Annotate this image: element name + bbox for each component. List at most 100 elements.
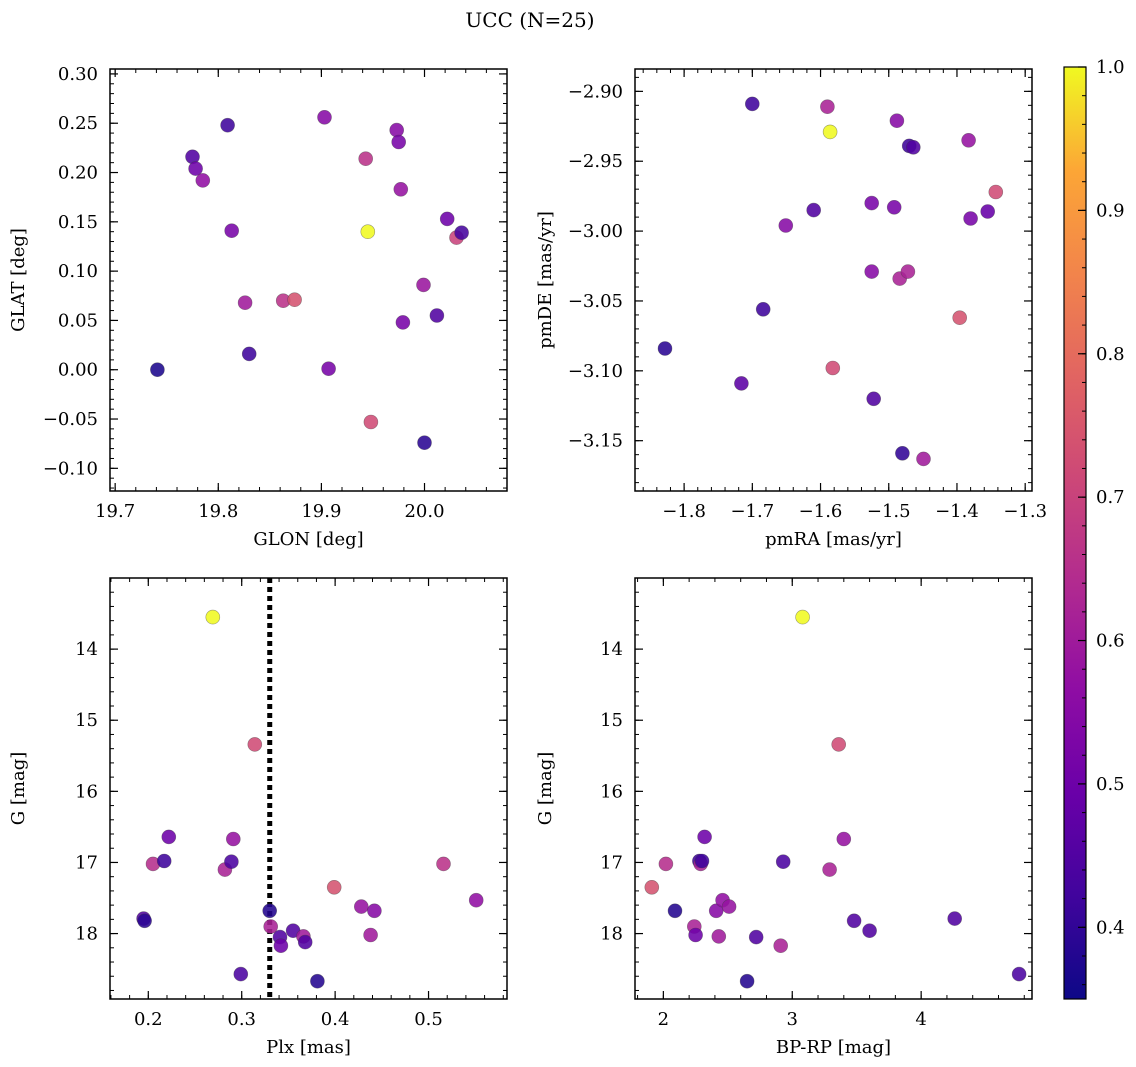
data-point <box>963 211 978 226</box>
data-point <box>287 292 302 308</box>
data-point <box>952 310 968 326</box>
data-point <box>224 223 239 238</box>
y-tick-label: 16 <box>600 781 623 802</box>
y-tick-label: 0.30 <box>58 64 98 85</box>
data-point <box>739 973 755 989</box>
x-tick-label: −1.4 <box>935 501 979 522</box>
data-point <box>820 99 835 114</box>
data-point <box>137 913 152 929</box>
y-tick-label: 18 <box>75 924 98 945</box>
data-point <box>468 892 484 908</box>
data-point <box>241 346 257 362</box>
panel-2: −1.8 −1.7 −1.6 −1.5 −1.4 −1.3 −3.15 −3.10 −3.05 −… <box>535 68 1047 550</box>
x-tick-label: −1.6 <box>799 501 843 522</box>
x-tick-label: −1.5 <box>867 501 911 522</box>
data-point <box>321 361 336 377</box>
data-point <box>822 124 838 140</box>
data-point <box>866 391 882 407</box>
data-point <box>744 96 760 112</box>
data-point <box>237 295 253 311</box>
data-point <box>658 856 674 872</box>
x-tick-label: 19.9 <box>301 501 341 522</box>
data-point <box>889 113 905 128</box>
colorbar-tick-label: 0.7 <box>1096 487 1125 508</box>
y-tick-label: −2.95 <box>568 151 623 172</box>
data-point <box>195 173 211 188</box>
x-tick-label: 4 <box>915 1009 926 1030</box>
y-tick-label: 17 <box>600 852 623 873</box>
data-point <box>436 856 451 872</box>
y-tick-label: −3.05 <box>568 291 623 312</box>
data-point <box>961 133 976 148</box>
data-point <box>439 211 455 227</box>
y-tick-label: −3.00 <box>568 221 623 242</box>
panel-3: 0.2 0.3 0.4 0.5 14 15 16 17 18 Plx [mas] G [mag] <box>8 577 508 1058</box>
data-point <box>795 609 810 625</box>
data-point <box>429 308 445 323</box>
plot-frame <box>109 68 508 492</box>
data-point <box>205 609 221 625</box>
data-point <box>905 140 921 155</box>
data-point <box>454 225 469 240</box>
x-tick-label: 19.8 <box>198 501 238 522</box>
data-point <box>367 903 382 919</box>
data-point <box>417 435 432 451</box>
y-tick-label: 16 <box>75 781 98 802</box>
y-axis-label: G [mag] <box>535 752 556 825</box>
data-point <box>806 202 822 218</box>
data-point <box>688 927 703 943</box>
colorbar-tick-label: 0.5 <box>1096 774 1125 795</box>
data-point <box>822 862 837 877</box>
data-point <box>310 973 325 989</box>
data-point <box>886 200 902 215</box>
data-point <box>363 927 378 943</box>
panels: 19.7 19.8 19.9 20.0 −0.10 −0.05 0.00 0.05 0.10 0.… <box>8 64 1047 1058</box>
data-point <box>224 854 239 870</box>
data-point <box>711 929 727 944</box>
y-tick-label: 0.25 <box>58 113 98 134</box>
data-point <box>864 264 880 279</box>
x-axis-label: Plx [mas] <box>266 1037 351 1058</box>
y-tick-label: −3.10 <box>568 361 623 382</box>
y-tick-label: 0.20 <box>58 163 98 184</box>
data-point <box>1011 966 1027 982</box>
data-point <box>416 277 431 293</box>
data-point <box>273 938 289 954</box>
data-point <box>947 911 963 926</box>
data-point <box>220 117 235 133</box>
data-point <box>395 315 411 330</box>
colorbar: 0.4 0.5 0.6 0.7 0.8 0.9 1.0 <box>1063 57 1125 1000</box>
x-tick-label: 0.2 <box>134 1009 163 1030</box>
colorbar-tick-label: 0.6 <box>1096 631 1125 652</box>
figure-title: UCC (N=25) <box>465 8 594 32</box>
panel-1: 19.7 19.8 19.9 20.0 −0.10 −0.05 0.00 0.05 0.10 0.… <box>8 64 508 550</box>
data-point <box>734 376 749 391</box>
plot-frame <box>634 577 1033 1000</box>
data-point <box>317 110 332 125</box>
y-tick-label: 15 <box>75 710 98 731</box>
x-tick-label: 20.0 <box>404 501 444 522</box>
x-tick-label: −1.7 <box>730 501 774 522</box>
data-point <box>150 362 165 378</box>
data-point <box>721 899 737 914</box>
data-point <box>657 341 673 356</box>
colorbar-tick-label: 0.4 <box>1096 917 1125 938</box>
data-point <box>363 414 379 430</box>
data-point <box>360 224 376 239</box>
x-tick-label: 2 <box>658 1009 669 1030</box>
data-point <box>694 853 710 869</box>
data-point <box>773 938 789 954</box>
colorbar-tick-label: 0.9 <box>1096 200 1125 221</box>
y-tick-label: 14 <box>75 639 98 660</box>
data-point <box>748 929 764 945</box>
data-point <box>326 879 342 895</box>
data-point <box>226 831 241 847</box>
y-tick-label: 0.10 <box>58 261 98 282</box>
data-point <box>775 854 791 870</box>
data-point <box>353 899 369 914</box>
y-axis-label: GLAT [deg] <box>8 228 29 332</box>
data-point <box>895 445 910 461</box>
data-point <box>161 829 177 845</box>
x-tick-label: 0.4 <box>321 1009 350 1030</box>
